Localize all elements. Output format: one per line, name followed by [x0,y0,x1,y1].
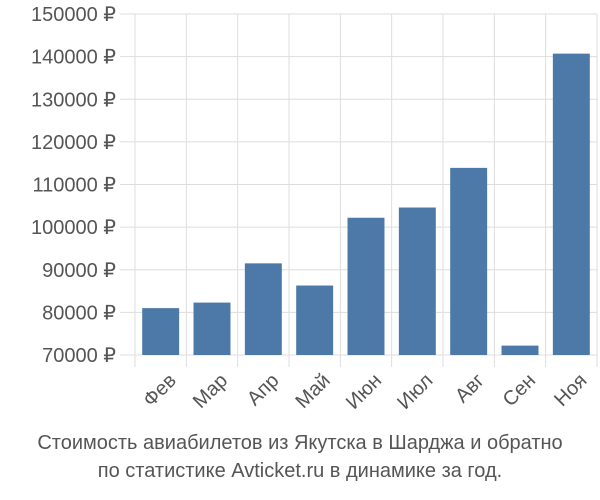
bar-2 [193,302,231,355]
bar-chart: 70000 ₽ 80000 ₽ 90000 ₽ 100000 ₽ 110000 ₽ 120… [31,4,598,414]
y-tick-label: 70000 ₽ [42,345,116,367]
x-tick-label: Авг [451,370,489,408]
x-tick-label: Июн [342,370,386,414]
y-tick-label: 80000 ₽ [42,302,116,324]
grid-lines [120,13,598,367]
bar-8 [501,345,539,355]
caption-line-2: по статистике Avticket.ru в динамике за … [97,460,503,482]
y-tick-label: 130000 ₽ [31,89,116,111]
x-tick-label: Май [292,370,335,413]
caption-line-1: Стоимость авиабилетов из Якутска в Шардж… [37,432,563,454]
bar-4 [296,285,334,355]
x-tick-label: Июл [393,370,437,414]
x-tick-label: Мар [189,370,232,413]
x-axis-ticks: Фев Мар Апр Май Июн Июл Авг Сен Ноя [139,370,591,414]
bar-7 [450,167,488,355]
y-axis-ticks: 70000 ₽ 80000 ₽ 90000 ₽ 100000 ₽ 110000 ₽ 120… [31,4,116,367]
y-tick-label: 140000 ₽ [31,47,116,69]
bar-1 [142,308,180,355]
y-tick-label: 110000 ₽ [32,175,116,197]
y-tick-label: 100000 ₽ [31,217,116,239]
bar-9 [552,53,590,356]
y-tick-label: 120000 ₽ [31,132,116,154]
bar-5 [347,217,385,355]
x-tick-label: Ноя [550,370,591,411]
bar-6 [398,207,436,355]
bar-3 [244,263,282,355]
y-tick-label: 90000 ₽ [42,260,116,282]
x-tick-label: Фев [139,370,181,412]
x-tick-label: Сен [499,370,540,411]
y-tick-label: 150000 ₽ [31,4,116,26]
x-tick-label: Апр [243,370,284,411]
bars [142,53,590,356]
